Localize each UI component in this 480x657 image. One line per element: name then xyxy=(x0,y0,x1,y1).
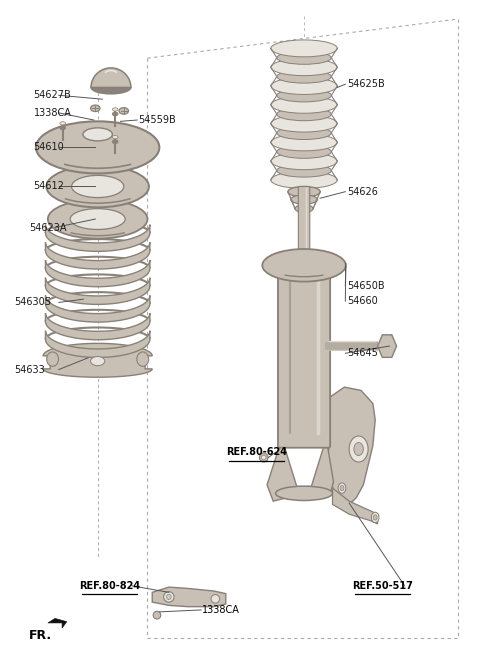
Ellipse shape xyxy=(36,122,159,173)
Polygon shape xyxy=(152,587,226,606)
Text: 54633: 54633 xyxy=(14,365,46,374)
Text: 54559B: 54559B xyxy=(138,115,176,125)
Ellipse shape xyxy=(277,89,331,102)
Ellipse shape xyxy=(47,352,59,367)
Ellipse shape xyxy=(277,164,331,177)
Ellipse shape xyxy=(373,515,377,520)
Ellipse shape xyxy=(153,611,161,619)
Ellipse shape xyxy=(271,152,337,170)
Ellipse shape xyxy=(262,249,346,282)
Ellipse shape xyxy=(354,443,363,455)
Ellipse shape xyxy=(271,40,337,57)
Ellipse shape xyxy=(91,105,100,112)
Text: 54630S: 54630S xyxy=(14,298,51,307)
Ellipse shape xyxy=(271,171,337,189)
Polygon shape xyxy=(328,387,375,505)
Polygon shape xyxy=(46,242,150,269)
Ellipse shape xyxy=(48,200,147,238)
Ellipse shape xyxy=(261,455,266,460)
Ellipse shape xyxy=(277,108,331,121)
Polygon shape xyxy=(46,313,150,340)
Text: 1338CA: 1338CA xyxy=(34,108,72,118)
Ellipse shape xyxy=(338,483,346,493)
Ellipse shape xyxy=(164,592,174,602)
Ellipse shape xyxy=(167,595,171,599)
Ellipse shape xyxy=(83,128,112,141)
Text: 1338CA: 1338CA xyxy=(202,605,240,615)
Ellipse shape xyxy=(271,97,337,113)
Ellipse shape xyxy=(271,115,337,132)
Polygon shape xyxy=(48,618,67,628)
Text: 54650B: 54650B xyxy=(347,281,384,291)
Ellipse shape xyxy=(60,122,65,125)
Polygon shape xyxy=(91,68,131,87)
Ellipse shape xyxy=(277,51,331,64)
Polygon shape xyxy=(46,296,150,322)
Text: REF.50-517: REF.50-517 xyxy=(352,581,413,591)
Ellipse shape xyxy=(47,166,149,208)
Ellipse shape xyxy=(112,108,118,111)
Text: 54625B: 54625B xyxy=(347,79,384,89)
Ellipse shape xyxy=(340,486,344,491)
Ellipse shape xyxy=(70,209,125,229)
Polygon shape xyxy=(267,440,300,501)
Text: 54627B: 54627B xyxy=(34,90,72,101)
Ellipse shape xyxy=(72,175,124,198)
Ellipse shape xyxy=(91,357,105,366)
Text: 54660: 54660 xyxy=(347,296,377,306)
Ellipse shape xyxy=(137,352,149,367)
Ellipse shape xyxy=(295,205,313,213)
Ellipse shape xyxy=(211,595,219,603)
Polygon shape xyxy=(46,278,150,304)
Polygon shape xyxy=(46,225,150,252)
Ellipse shape xyxy=(119,108,129,114)
Ellipse shape xyxy=(271,78,337,95)
Ellipse shape xyxy=(271,134,337,151)
Polygon shape xyxy=(43,344,152,377)
Polygon shape xyxy=(46,330,150,357)
Ellipse shape xyxy=(112,140,118,144)
FancyBboxPatch shape xyxy=(278,265,330,447)
Ellipse shape xyxy=(271,58,337,76)
Ellipse shape xyxy=(277,145,331,158)
Ellipse shape xyxy=(276,486,333,501)
Text: 54623A: 54623A xyxy=(29,223,66,233)
Ellipse shape xyxy=(349,436,368,462)
Ellipse shape xyxy=(260,453,268,462)
Ellipse shape xyxy=(372,512,379,522)
Ellipse shape xyxy=(277,126,331,139)
Text: 54612: 54612 xyxy=(34,181,64,191)
FancyBboxPatch shape xyxy=(299,187,310,268)
Polygon shape xyxy=(309,440,334,495)
Text: 54626: 54626 xyxy=(347,187,378,196)
Polygon shape xyxy=(333,488,378,524)
Ellipse shape xyxy=(91,81,131,94)
Polygon shape xyxy=(46,260,150,286)
Text: REF.80-824: REF.80-824 xyxy=(79,581,140,591)
Ellipse shape xyxy=(288,187,320,197)
Ellipse shape xyxy=(291,195,317,204)
Text: FR.: FR. xyxy=(29,629,52,643)
Text: 54610: 54610 xyxy=(34,143,64,152)
Ellipse shape xyxy=(112,112,118,116)
Ellipse shape xyxy=(277,70,331,83)
Ellipse shape xyxy=(60,126,65,130)
Text: 54645: 54645 xyxy=(347,348,378,358)
Ellipse shape xyxy=(112,135,118,139)
Text: REF.80-624: REF.80-624 xyxy=(226,447,287,457)
